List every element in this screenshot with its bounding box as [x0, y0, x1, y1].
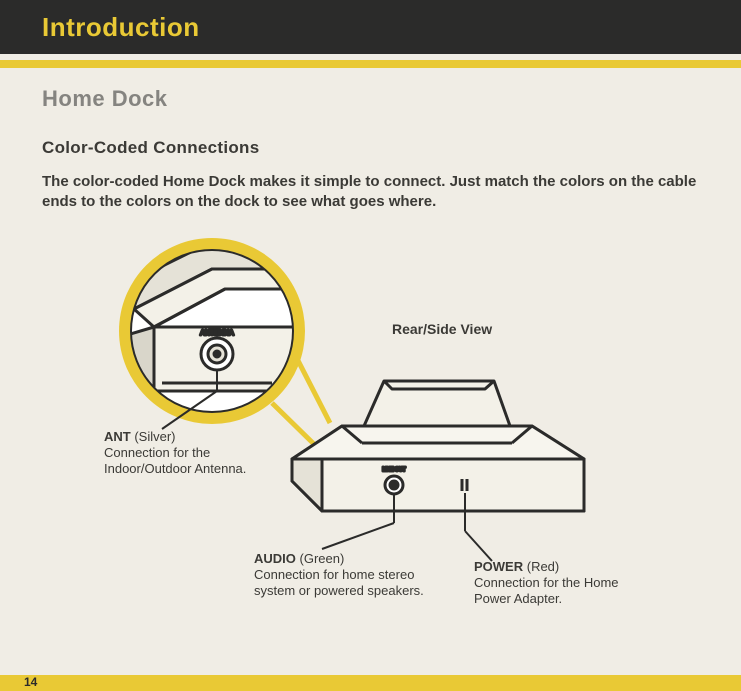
page-number: 14: [24, 675, 37, 689]
content-area: Home Dock Color-Coded Connections The co…: [42, 86, 699, 631]
subsection-heading: Color-Coded Connections: [42, 138, 699, 158]
callout-power-color: (Red): [523, 559, 559, 574]
callout-ant-desc: Connection for the Indoor/Outdoor Antenn…: [104, 445, 246, 476]
header-bar: Introduction: [0, 0, 741, 54]
callout-audio-color: (Green): [296, 551, 344, 566]
callout-power: POWER (Red) Connection for the Home Powe…: [474, 559, 624, 608]
callout-power-desc: Connection for the Home Power Adapter.: [474, 575, 619, 606]
page-title: Introduction: [0, 0, 741, 43]
accent-strip: [0, 60, 741, 68]
callout-ant-color: (Silver): [131, 429, 176, 444]
rear-side-view-label: Rear/Side View: [392, 321, 492, 337]
callout-ant-label: ANT: [104, 429, 131, 444]
diagram: LINE OUT: [42, 231, 699, 631]
svg-text:LINE OUT: LINE OUT: [382, 467, 405, 473]
svg-text:ANTENNA: ANTENNA: [200, 330, 234, 337]
callout-audio: AUDIO (Green) Connection for home stereo…: [254, 551, 424, 600]
callout-audio-label: AUDIO: [254, 551, 296, 566]
body-text: The color-coded Home Dock makes it simpl…: [42, 172, 699, 213]
callout-power-label: POWER: [474, 559, 523, 574]
callout-ant: ANT (Silver) Connection for the Indoor/O…: [104, 429, 254, 478]
callout-audio-desc: Connection for home stereo system or pow…: [254, 567, 424, 598]
footer-bar: 14: [0, 675, 741, 691]
section-heading: Home Dock: [42, 86, 699, 112]
